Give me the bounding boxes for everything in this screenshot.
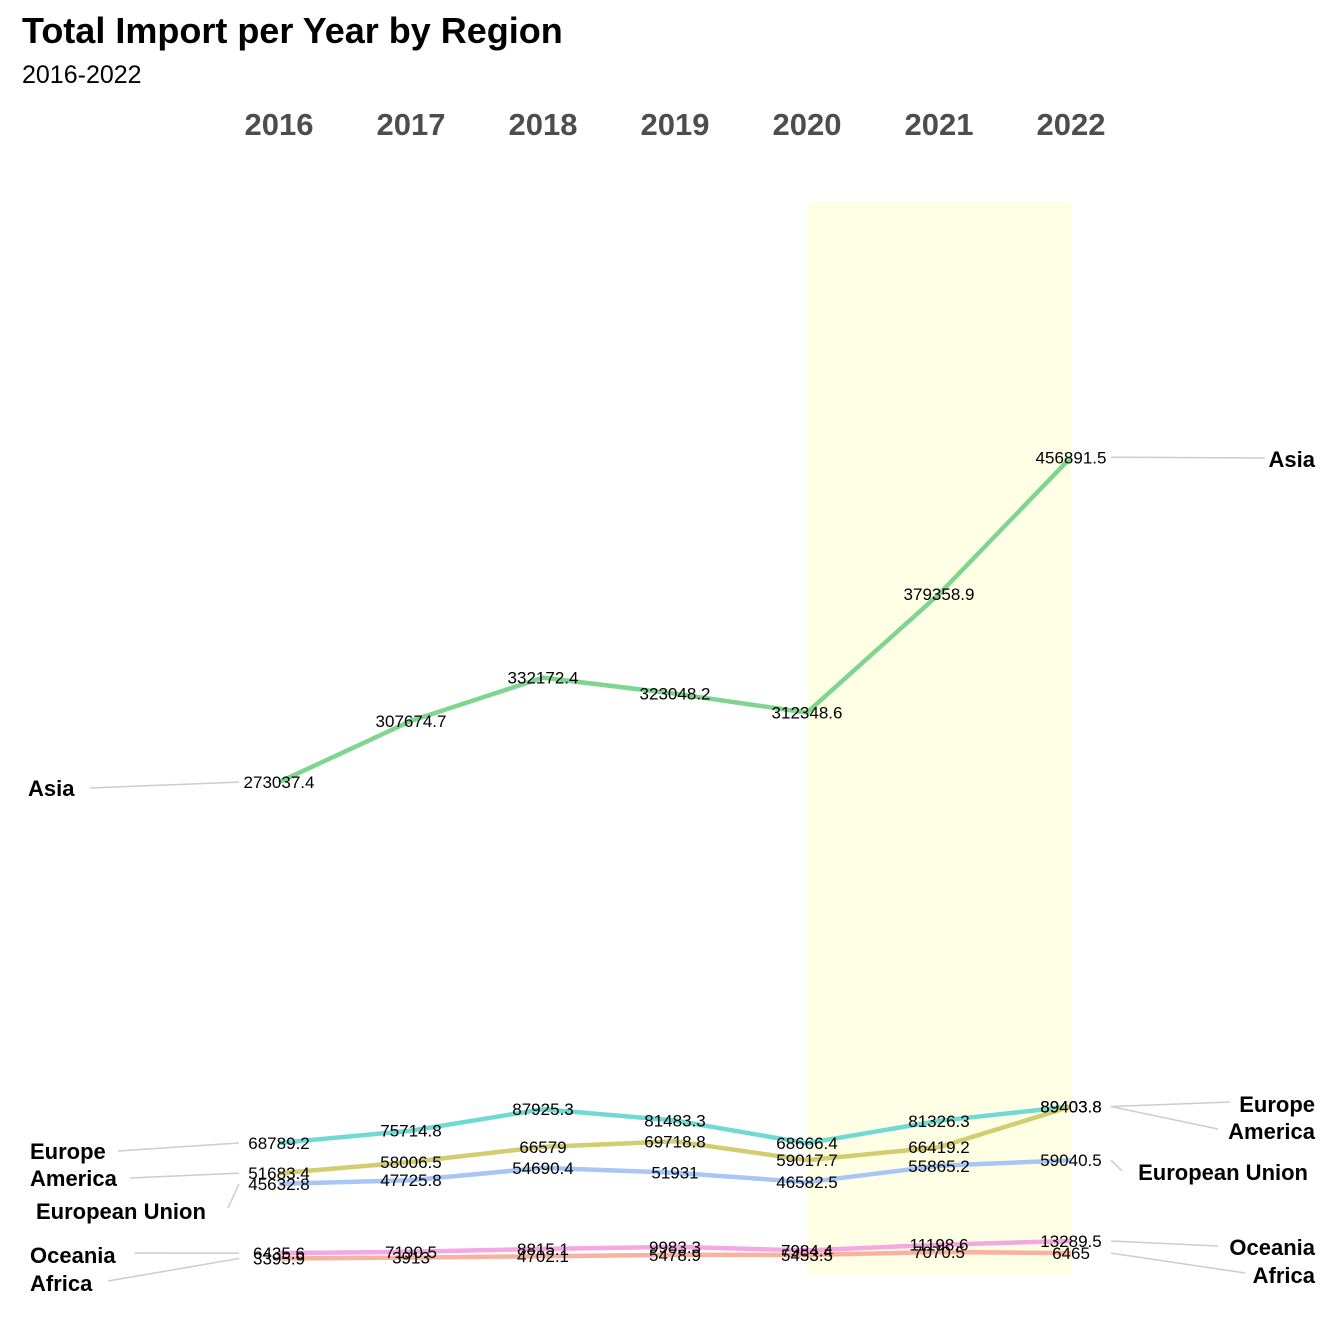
value-label-africa-2018: 4702.1 bbox=[517, 1247, 569, 1266]
left-label-european-union: European Union bbox=[36, 1199, 206, 1224]
value-label-european-union-2019: 51931 bbox=[651, 1164, 698, 1183]
value-label-europe-2022: 89403.8 bbox=[1040, 1098, 1101, 1117]
value-label-european-union-2020: 46582.5 bbox=[776, 1173, 837, 1192]
right-connector-europe bbox=[1110, 1101, 1231, 1108]
value-label-asia-2016: 273037.4 bbox=[244, 773, 315, 792]
value-label-america-2016: 51683.4 bbox=[248, 1164, 309, 1183]
value-label-oceania-2022: 13289.5 bbox=[1040, 1232, 1101, 1251]
value-label-europe-2020: 68666.4 bbox=[776, 1134, 837, 1153]
left-label-europe: Europe bbox=[30, 1139, 106, 1164]
value-label-africa-2020: 5453.5 bbox=[781, 1246, 833, 1265]
right-label-asia: Asia bbox=[1269, 447, 1316, 472]
right-connector-africa bbox=[1110, 1252, 1246, 1274]
series-line-africa bbox=[278, 1249, 1072, 1261]
left-connector-america bbox=[129, 1172, 240, 1179]
value-label-asia-2018: 332172.4 bbox=[508, 669, 579, 688]
right-connector-european-union bbox=[1110, 1159, 1123, 1172]
value-label-oceania-2019: 9983.3 bbox=[649, 1238, 701, 1257]
value-label-european-union-2022: 59040.5 bbox=[1040, 1151, 1101, 1170]
value-label-america-2021: 66419.2 bbox=[908, 1138, 969, 1157]
value-label-america-2019: 69718.8 bbox=[644, 1132, 705, 1151]
year-header-2022: 2022 bbox=[1037, 107, 1106, 142]
year-header-2020: 2020 bbox=[773, 107, 842, 142]
value-label-european-union-2021: 55865.2 bbox=[908, 1157, 969, 1176]
value-label-europe-2016: 68789.2 bbox=[248, 1134, 309, 1153]
right-label-european-union: European Union bbox=[1138, 1160, 1308, 1185]
value-label-europe-2017: 75714.8 bbox=[380, 1122, 441, 1141]
value-label-european-union-2017: 47725.8 bbox=[380, 1171, 441, 1190]
value-label-asia-2019: 323048.2 bbox=[640, 685, 711, 704]
right-label-africa: Africa bbox=[1253, 1263, 1316, 1288]
series-line-asia bbox=[278, 455, 1073, 785]
left-label-america: America bbox=[30, 1166, 118, 1191]
value-label-america-2020: 59017.7 bbox=[776, 1151, 837, 1170]
left-label-africa: Africa bbox=[30, 1271, 93, 1296]
value-label-oceania-2016: 6435.6 bbox=[253, 1244, 305, 1263]
left-label-asia: Asia bbox=[28, 776, 75, 801]
value-label-oceania-2017: 7190.5 bbox=[385, 1243, 437, 1262]
year-header-2018: 2018 bbox=[509, 107, 578, 142]
value-label-europe-2018: 87925.3 bbox=[512, 1100, 573, 1119]
value-label-asia-2017: 307674.7 bbox=[376, 712, 447, 731]
value-label-oceania-2020: 7984.4 bbox=[781, 1241, 833, 1260]
series-line-european-union bbox=[278, 1157, 1072, 1187]
right-label-america: America bbox=[1228, 1119, 1316, 1144]
value-label-africa-2019: 5478.9 bbox=[649, 1246, 701, 1265]
value-label-africa-2017: 3913 bbox=[392, 1249, 430, 1268]
chart-title: Total Import per Year by Region bbox=[22, 10, 563, 51]
year-header-2017: 2017 bbox=[377, 107, 446, 142]
right-connector-america bbox=[1110, 1105, 1219, 1130]
value-label-america-2018: 66579 bbox=[519, 1138, 566, 1157]
series-line-oceania bbox=[278, 1238, 1072, 1256]
right-label-europe: Europe bbox=[1239, 1092, 1315, 1117]
chart-subtitle: 2016-2022 bbox=[22, 61, 142, 89]
value-label-oceania-2021: 11198.6 bbox=[910, 1236, 969, 1255]
right-label-oceania: Oceania bbox=[1229, 1235, 1315, 1260]
left-connector-european-union bbox=[227, 1183, 240, 1209]
value-label-european-union-2016: 45632.8 bbox=[248, 1175, 309, 1194]
value-label-asia-2020: 312348.6 bbox=[772, 704, 843, 723]
value-label-africa-2016: 3395.9 bbox=[253, 1250, 305, 1269]
series-line-europe bbox=[278, 1104, 1072, 1146]
value-label-asia-2021: 379358.9 bbox=[904, 585, 975, 604]
value-label-european-union-2018: 54690.4 bbox=[512, 1159, 573, 1178]
right-connector-asia bbox=[1110, 456, 1266, 459]
value-label-america-2022: 89403.8 bbox=[1040, 1098, 1101, 1117]
value-label-asia-2022: 456891.5 bbox=[1036, 448, 1107, 467]
right-connector-oceania bbox=[1110, 1240, 1219, 1247]
value-label-america-2017: 58006.5 bbox=[380, 1153, 441, 1172]
left-connector-asia bbox=[89, 781, 240, 789]
year-header-2019: 2019 bbox=[641, 107, 710, 142]
left-connector-africa bbox=[107, 1257, 240, 1282]
value-label-oceania-2018: 8815.1 bbox=[517, 1240, 569, 1259]
left-connector-europe bbox=[117, 1142, 240, 1152]
year-header-2016: 2016 bbox=[245, 107, 314, 142]
value-label-europe-2021: 81326.3 bbox=[908, 1112, 969, 1131]
series-line-america bbox=[278, 1104, 1072, 1176]
left-label-oceania: Oceania bbox=[30, 1243, 116, 1268]
value-label-europe-2019: 81483.3 bbox=[644, 1112, 705, 1131]
value-label-africa-2021: 7070.5 bbox=[913, 1243, 965, 1262]
highlight-band bbox=[807, 201, 1071, 1275]
year-header-2021: 2021 bbox=[905, 107, 974, 142]
value-label-africa-2022: 6465 bbox=[1052, 1244, 1090, 1263]
